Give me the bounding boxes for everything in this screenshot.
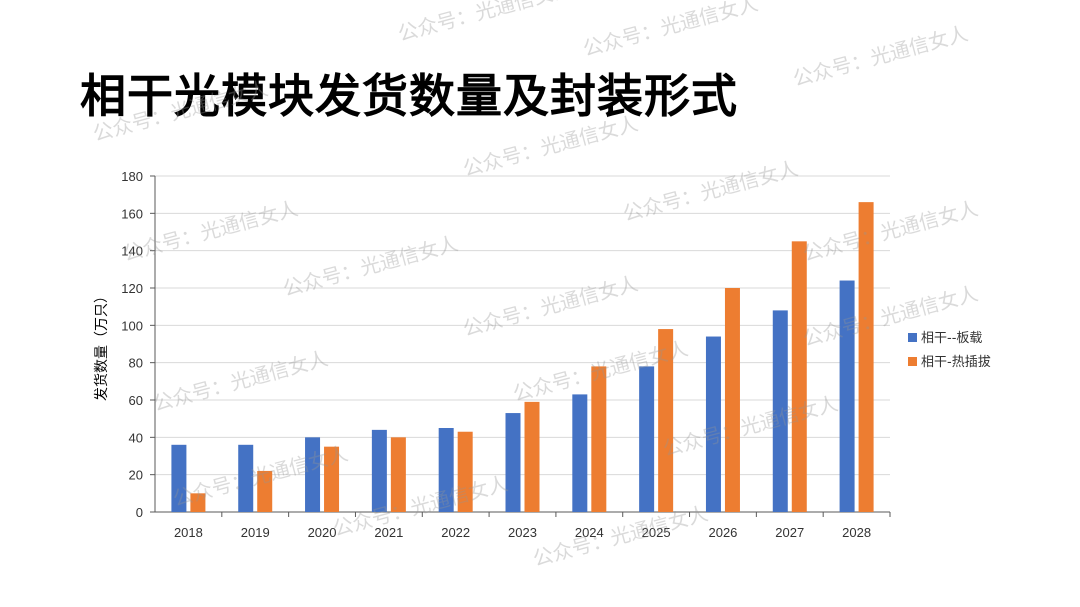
- x-tick-label: 2018: [174, 525, 203, 540]
- bar-pluggable-2018: [190, 493, 206, 512]
- bar-pluggable-2022: [457, 431, 473, 512]
- bar-onboard-2028: [839, 280, 855, 512]
- bar-onboard-2021: [371, 429, 387, 512]
- bar-pluggable-2026: [724, 288, 740, 512]
- x-tick-label: 2020: [308, 525, 337, 540]
- bar-onboard-2018: [171, 444, 187, 512]
- y-tick-label: 60: [129, 393, 143, 408]
- bar-onboard-2024: [572, 394, 588, 512]
- bar-onboard-2023: [505, 413, 521, 512]
- bar-onboard-2020: [305, 437, 321, 512]
- legend-swatch: [908, 333, 917, 342]
- y-tick-label: 100: [121, 318, 143, 333]
- bar-pluggable-2027: [791, 241, 807, 513]
- legend-label: 相干-热插拔: [921, 355, 991, 370]
- x-tick-label: 2028: [842, 525, 871, 540]
- bar-pluggable-2020: [324, 446, 340, 512]
- x-tick-label: 2027: [775, 525, 804, 540]
- y-tick-label: 80: [129, 356, 143, 371]
- x-tick-label: 2021: [374, 525, 403, 540]
- y-tick-label: 0: [136, 505, 143, 520]
- bar-pluggable-2028: [858, 202, 874, 512]
- bar-onboard-2026: [705, 336, 721, 512]
- legend-label: 相干--板载: [921, 331, 982, 346]
- y-tick-label: 40: [129, 430, 143, 445]
- bar-onboard-2019: [238, 444, 254, 512]
- bar-pluggable-2023: [524, 401, 540, 512]
- x-tick-label: 2026: [708, 525, 737, 540]
- x-tick-label: 2025: [642, 525, 671, 540]
- x-tick-label: 2024: [575, 525, 604, 540]
- x-tick-label: 2022: [441, 525, 470, 540]
- bar-pluggable-2021: [390, 437, 406, 512]
- y-tick-label: 120: [121, 281, 143, 296]
- y-tick-label: 160: [121, 206, 143, 221]
- y-tick-label: 20: [129, 468, 143, 483]
- bar-pluggable-2019: [257, 470, 273, 512]
- x-tick-label: 2019: [241, 525, 270, 540]
- page-title: 相干光模块发货数量及封装形式: [80, 69, 738, 123]
- bar-pluggable-2024: [591, 366, 607, 512]
- y-axis-label: 发货数量（万只）: [93, 289, 110, 401]
- legend-swatch: [908, 357, 917, 366]
- y-tick-label: 180: [121, 169, 143, 184]
- bar-onboard-2027: [772, 310, 788, 512]
- bar-pluggable-2025: [658, 329, 674, 512]
- bar-onboard-2025: [639, 366, 655, 512]
- x-tick-label: 2023: [508, 525, 537, 540]
- bar-onboard-2022: [438, 428, 454, 512]
- y-tick-label: 140: [121, 244, 143, 259]
